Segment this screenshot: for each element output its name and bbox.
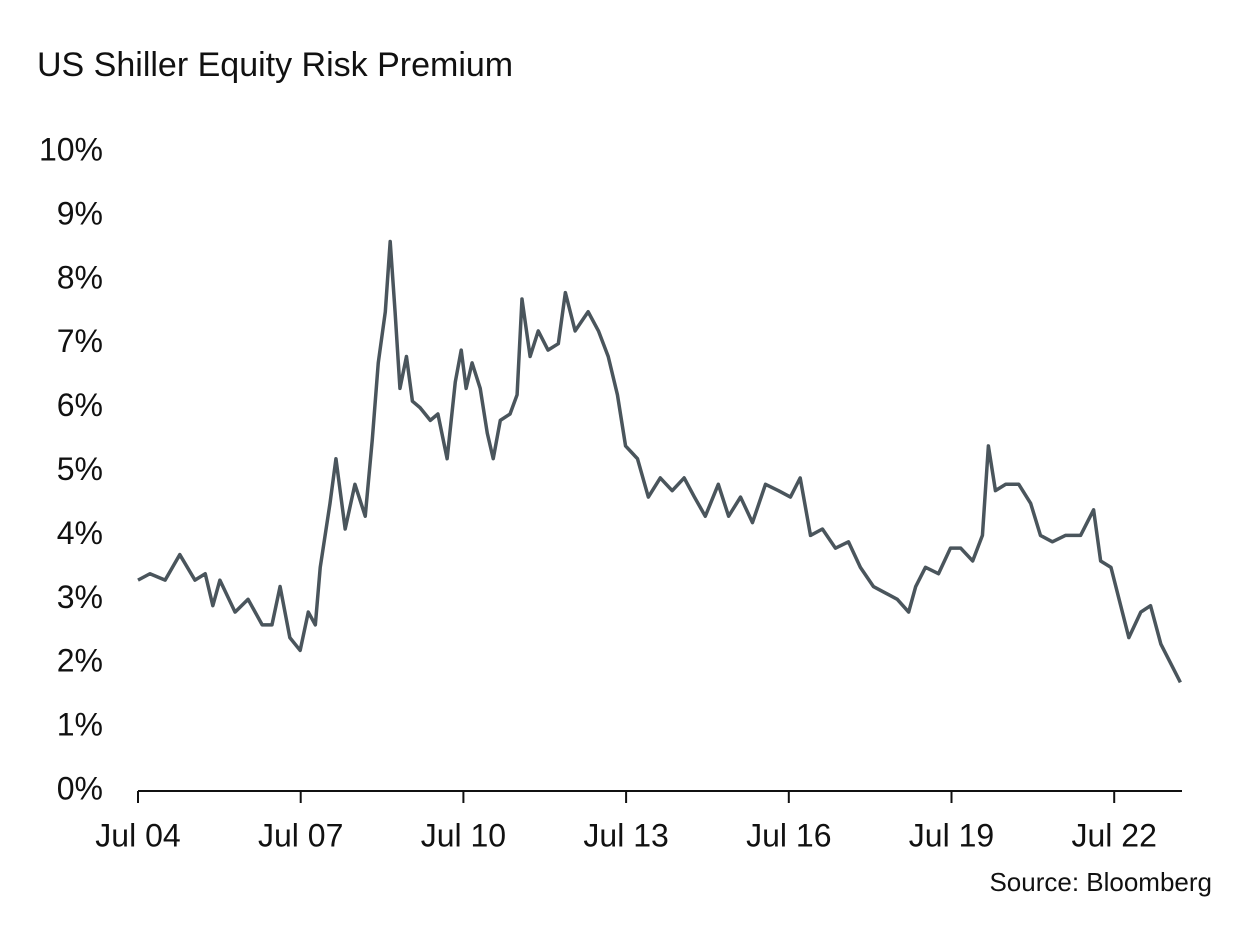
y-tick-label: 7%: [57, 323, 103, 359]
x-tick-label: Jul 22: [1072, 817, 1157, 853]
y-tick-label: 1%: [57, 707, 103, 743]
chart-title: US Shiller Equity Risk Premium: [37, 46, 513, 84]
y-tick-label: 4%: [57, 515, 103, 551]
y-tick-label: 10%: [39, 131, 103, 167]
data-line: [137, 239, 1182, 684]
x-tick-label: Jul 13: [583, 817, 668, 853]
x-tick-label: Jul 16: [746, 817, 831, 853]
y-tick-label: 0%: [57, 770, 103, 806]
y-tick-label: 6%: [57, 387, 103, 423]
y-tick-label: 3%: [57, 579, 103, 615]
y-tick-label: 2%: [57, 643, 103, 679]
y-tick-label: 9%: [57, 195, 103, 231]
y-tick-label: 8%: [57, 259, 103, 295]
source-note: Source: Bloomberg: [989, 867, 1212, 897]
x-tick-label: Jul 04: [95, 817, 180, 853]
x-tick-label: Jul 07: [258, 817, 343, 853]
x-tick-label: Jul 10: [421, 817, 506, 853]
x-tick-label: Jul 19: [909, 817, 994, 853]
y-tick-label: 5%: [57, 451, 103, 487]
